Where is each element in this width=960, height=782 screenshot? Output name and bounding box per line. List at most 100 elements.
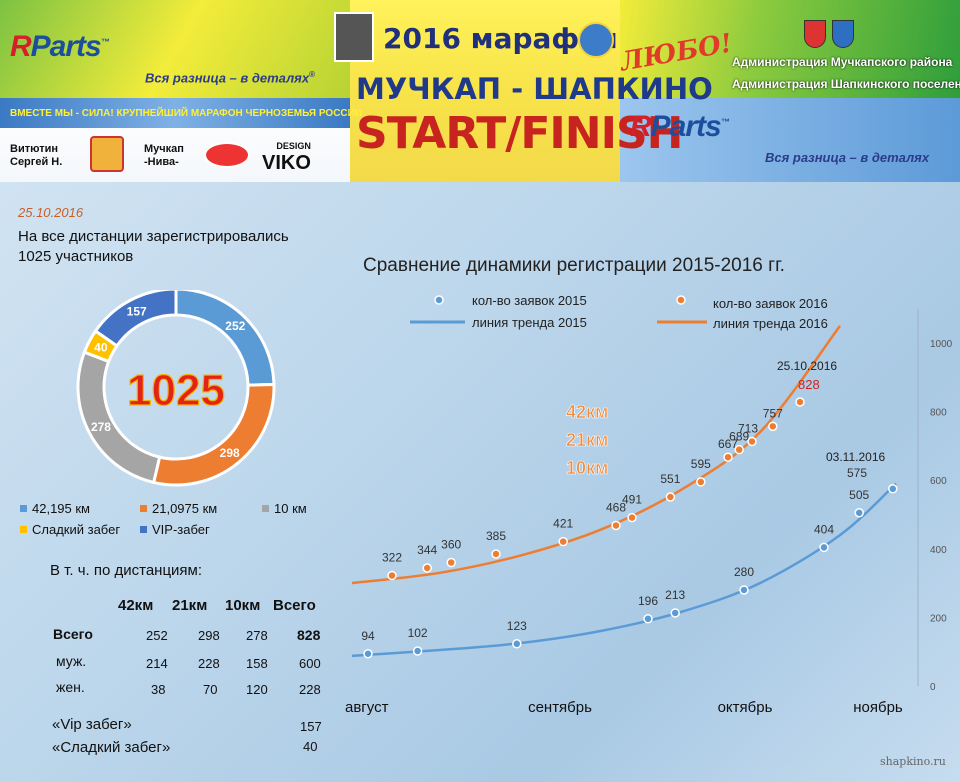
y-tick-label: 600 (930, 476, 947, 487)
donut-slice-label: 298 (220, 446, 240, 460)
legend-swatch (140, 526, 147, 533)
distances-title: В т. ч. по дистанциям: (50, 562, 203, 579)
sponsor-muchkap-niva: Мучкап -Нива- (144, 143, 184, 168)
data-point (819, 542, 829, 553)
data-point-label: 280 (734, 565, 754, 579)
watermark: shapkino.ru (880, 755, 946, 768)
distance-label: 21км (566, 430, 608, 450)
donut-total: 1025 (127, 366, 225, 415)
data-point (747, 436, 757, 447)
donut-slice-label: 278 (91, 420, 111, 434)
data-point-label: 757 (763, 406, 783, 420)
chart-legend (410, 295, 707, 324)
vip-value: 157 (300, 719, 322, 734)
data-point-label: 713 (738, 421, 758, 435)
sponsor-logo-icon (90, 136, 124, 172)
y-tick-label: 800 (930, 408, 947, 419)
data-point (670, 608, 680, 618)
legend-label-trend2016: линия тренда 2016 (713, 316, 828, 331)
table-cell: 228 (299, 682, 321, 697)
table-cell: 252 (146, 628, 168, 643)
legend-label-pts2015: кол-во заявок 2015 (472, 293, 587, 308)
trend-line-2016 (351, 325, 841, 585)
x-tick-label: ноябрь (853, 699, 903, 716)
sponsor-vityutin: Витютин Сергей Н. (10, 143, 63, 168)
x-tick-label: сентябрь (528, 699, 592, 716)
data-point (696, 477, 706, 487)
data-point (888, 484, 898, 494)
data-point (665, 492, 676, 502)
rparts-logo: RParts™ (630, 110, 730, 143)
distance-label: 10км (566, 458, 608, 478)
table-cell: 38 (151, 682, 166, 697)
data-point (412, 646, 423, 656)
rparts-logo: RParts™ (10, 30, 110, 63)
banner-slogan-strip (0, 98, 350, 128)
donut-slice (93, 290, 178, 348)
legend-label-pts2016: кол-во заявок 2016 (713, 296, 828, 311)
banner-route: МУЧКАП - ШАПКИНО (356, 72, 713, 106)
banner-start-finish: START/FINISH (356, 108, 683, 159)
callout-date-2016: 25.10.2016 (777, 359, 837, 373)
legend-point-2015 (434, 295, 444, 305)
donut-slice-label: 40 (94, 340, 108, 354)
table-cell: 278 (246, 628, 268, 643)
table-cell: 298 (198, 628, 220, 643)
banner-left-top (0, 0, 350, 98)
banner-slogan: ВМЕСТЕ МЫ - СИЛА! КРУПНЕЙШИЙ МАРАФОН ЧЕР… (10, 108, 363, 119)
rparts-tagline: Вся разница – в деталях (765, 150, 930, 165)
distance-label: 42км (566, 402, 608, 422)
table-header: 42км (118, 597, 154, 614)
banner-center (350, 0, 620, 182)
table-row-label: жен. (56, 679, 85, 695)
data-point (558, 536, 568, 547)
data-point-label: 667 (718, 437, 738, 451)
sweet-value: 40 (303, 739, 318, 754)
crest-icon (832, 20, 854, 48)
table-cell: 70 (203, 682, 218, 697)
table-header: Всего (273, 597, 316, 614)
admin-label: Администрация Мучкапского района (732, 55, 953, 69)
legend-swatch (20, 526, 27, 533)
sponsor-logo-icon (204, 142, 250, 168)
table-cell: 158 (246, 656, 268, 671)
data-point-label: 421 (553, 517, 573, 531)
data-point (446, 557, 456, 568)
table-cell: 228 (198, 656, 220, 671)
data-point-label: 404 (814, 522, 834, 536)
y-tick-label: 400 (930, 545, 947, 556)
sponsor-viko: DESIGN VIKO (262, 141, 311, 174)
data-point (363, 649, 373, 659)
table-header: 21км (172, 597, 208, 614)
banner-right-top (620, 0, 960, 98)
legend-swatch (20, 505, 27, 512)
data-point-label: 689 (729, 430, 749, 444)
callout-value-2016: 828 (798, 377, 820, 392)
data-point (739, 585, 749, 595)
summary-line: 1025 участников (18, 248, 134, 265)
table-row-label: муж. (56, 653, 87, 669)
data-point-label: 213 (665, 588, 685, 602)
data-point-label: 102 (408, 626, 428, 640)
data-point-label: 491 (622, 493, 642, 507)
table-header: 10км (225, 597, 261, 614)
donut-slice-label: 252 (225, 319, 245, 333)
data-point-label: 385 (486, 529, 506, 543)
data-point (795, 397, 805, 407)
legend-item-sweet: Сладкий забег (20, 522, 120, 537)
trend-line-2015 (351, 482, 897, 658)
data-point (422, 563, 432, 573)
summary-line: На все дистанции зарегистрировались (18, 228, 289, 245)
runner-photo-icon (334, 12, 374, 62)
data-point-label: 123 (507, 619, 527, 633)
donut-chart: 252 298 278 40 157 1025 (76, 290, 276, 487)
data-point (854, 508, 864, 518)
chart-title: Сравнение динамики регистрации 2015-2016… (363, 255, 785, 276)
legend-item-10km: 10 км (262, 501, 307, 516)
legend-swatch (262, 505, 269, 512)
table-cell: 600 (299, 656, 321, 671)
marathon-banner: RParts™ Вся разница – в деталях® 2016 ма… (0, 0, 960, 182)
data-point-label: 595 (691, 457, 711, 471)
data-point-label: 196 (638, 594, 658, 608)
